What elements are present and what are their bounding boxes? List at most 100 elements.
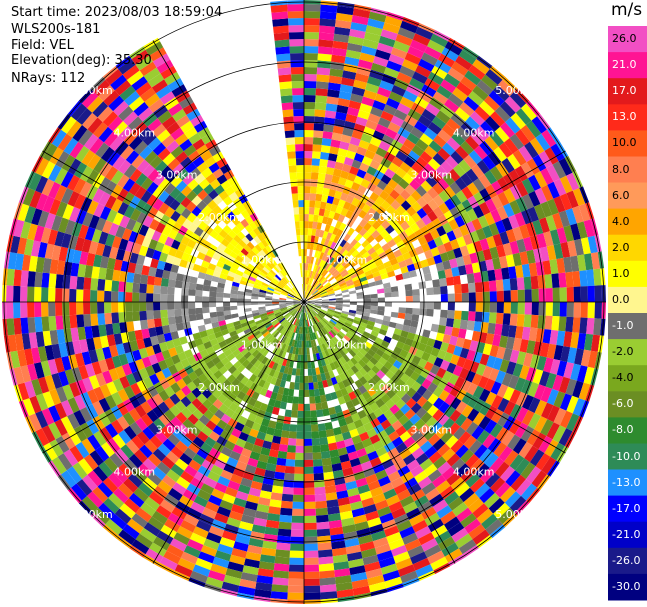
range-gate bbox=[305, 312, 307, 320]
range-gate bbox=[196, 319, 205, 327]
range-gate bbox=[141, 265, 150, 276]
range-gate bbox=[268, 271, 275, 278]
range-gate bbox=[222, 205, 232, 216]
range-gate bbox=[286, 144, 296, 152]
range-gate bbox=[230, 302, 238, 307]
range-gate bbox=[358, 359, 367, 368]
range-gate bbox=[370, 297, 378, 302]
range-gate bbox=[266, 253, 274, 261]
range-gate bbox=[326, 378, 334, 387]
range-gate bbox=[347, 284, 355, 290]
range-gate bbox=[324, 110, 337, 119]
range-gate bbox=[450, 150, 464, 165]
range-gate bbox=[399, 431, 412, 443]
range-gate bbox=[343, 120, 356, 130]
range-gate bbox=[342, 304, 350, 308]
range-gate bbox=[318, 287, 326, 293]
range-gate bbox=[358, 272, 366, 279]
range-gate bbox=[312, 290, 319, 296]
range-gate bbox=[67, 190, 80, 207]
range-gate bbox=[37, 376, 50, 394]
range-gate bbox=[424, 46, 442, 60]
range-gate bbox=[335, 245, 343, 254]
range-gate bbox=[285, 137, 296, 145]
range-gate bbox=[329, 362, 337, 371]
range-gate bbox=[366, 234, 375, 244]
range-gate bbox=[390, 199, 401, 211]
range-gate bbox=[192, 216, 203, 227]
range-gate bbox=[235, 352, 244, 361]
range-gate bbox=[261, 316, 269, 322]
range-gate bbox=[386, 60, 402, 72]
range-gate bbox=[304, 529, 318, 537]
range-gate bbox=[312, 221, 318, 229]
range-gate bbox=[192, 436, 205, 448]
range-gate bbox=[155, 268, 164, 278]
range-gate bbox=[391, 507, 406, 520]
range-gate bbox=[179, 96, 194, 109]
range-gate bbox=[187, 413, 199, 425]
range-gate bbox=[323, 282, 331, 288]
range-gate bbox=[349, 136, 361, 147]
range-gate bbox=[208, 162, 220, 174]
range-gate bbox=[556, 330, 566, 347]
range-gate bbox=[159, 91, 176, 105]
range-gate bbox=[61, 470, 77, 488]
range-gate bbox=[258, 302, 266, 305]
range-gate bbox=[369, 191, 380, 202]
range-gate bbox=[296, 293, 302, 300]
range-gate bbox=[316, 67, 331, 76]
range-gate bbox=[251, 349, 260, 358]
range-gate bbox=[374, 337, 384, 345]
range-gate bbox=[443, 381, 455, 394]
range-gate bbox=[229, 330, 238, 338]
range-gate bbox=[180, 519, 196, 533]
range-gate bbox=[354, 252, 362, 261]
range-gate bbox=[487, 438, 502, 453]
range-gate bbox=[174, 232, 185, 243]
range-gate bbox=[27, 286, 35, 302]
range-gate bbox=[489, 291, 497, 302]
range-gate bbox=[98, 191, 111, 207]
range-gate bbox=[321, 318, 328, 325]
range-gate bbox=[584, 253, 594, 271]
range-gate bbox=[381, 277, 390, 284]
range-gate bbox=[159, 499, 176, 513]
range-gate bbox=[219, 429, 231, 441]
range-gate bbox=[230, 293, 238, 299]
range-gate bbox=[417, 114, 432, 128]
range-gate bbox=[123, 130, 138, 146]
range-gate bbox=[261, 418, 270, 427]
range-gate bbox=[369, 136, 382, 147]
range-gate bbox=[499, 486, 516, 503]
range-gate bbox=[184, 267, 193, 277]
range-gate bbox=[201, 167, 213, 179]
range-gate bbox=[327, 89, 340, 98]
range-gate bbox=[227, 434, 239, 445]
range-gate bbox=[289, 346, 294, 354]
range-gate bbox=[329, 233, 337, 242]
range-gate bbox=[307, 302, 315, 305]
range-gate bbox=[20, 221, 32, 239]
range-gate bbox=[297, 186, 304, 194]
range-gate bbox=[310, 310, 316, 317]
range-gate bbox=[305, 333, 309, 341]
range-gate bbox=[410, 402, 422, 414]
range-gate bbox=[321, 297, 329, 300]
range-gate bbox=[287, 11, 304, 19]
range-gate bbox=[432, 409, 444, 422]
range-gate bbox=[253, 227, 261, 236]
range-gate bbox=[10, 235, 21, 254]
range-gate bbox=[372, 440, 384, 451]
range-gate bbox=[218, 403, 229, 414]
range-gate bbox=[315, 507, 328, 516]
range-gate bbox=[454, 376, 466, 389]
range-gate bbox=[54, 168, 68, 185]
range-ring-label: 4.00km bbox=[453, 466, 495, 479]
range-gate bbox=[317, 172, 326, 181]
range-gate bbox=[112, 155, 126, 171]
range-gate bbox=[391, 291, 399, 298]
range-gate bbox=[359, 490, 373, 501]
range-gate bbox=[447, 422, 461, 436]
range-gate bbox=[350, 260, 359, 268]
